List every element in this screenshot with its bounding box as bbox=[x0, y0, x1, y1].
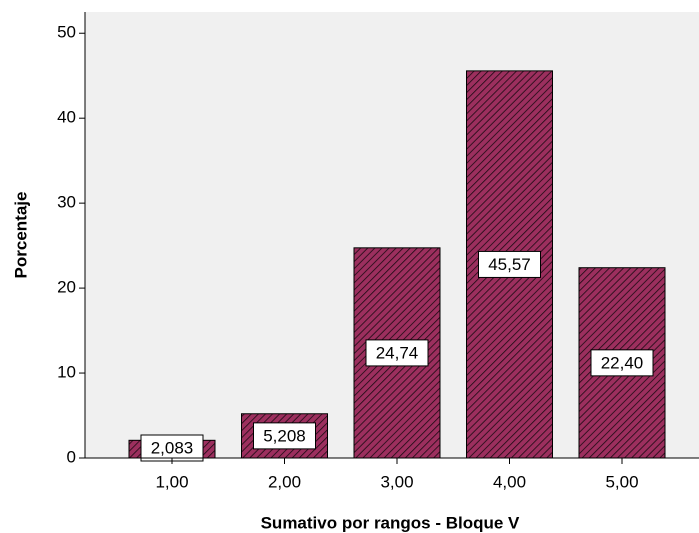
y-tick-label: 30 bbox=[57, 193, 76, 212]
value-label-box bbox=[140, 434, 204, 462]
x-tick-label: 5,00 bbox=[605, 472, 638, 491]
value-label: 24,74 bbox=[376, 343, 419, 362]
x-axis-title: Sumativo por rangos - Bloque V bbox=[261, 513, 520, 532]
x-tick-label: 1,00 bbox=[155, 472, 188, 491]
y-tick-label: 50 bbox=[57, 23, 76, 42]
y-tick-label: 40 bbox=[57, 108, 76, 127]
y-tick-label: 10 bbox=[57, 363, 76, 382]
value-label-box bbox=[253, 422, 316, 450]
x-tick-label: 3,00 bbox=[380, 472, 413, 491]
x-tick-label: 4,00 bbox=[493, 472, 526, 491]
value-label-box bbox=[590, 349, 654, 377]
value-label: 2,083 bbox=[151, 438, 194, 457]
value-label: 22,40 bbox=[601, 353, 644, 372]
x-tick-label: 2,00 bbox=[268, 472, 301, 491]
y-tick-label: 20 bbox=[57, 278, 76, 297]
y-tick-label: 0 bbox=[67, 447, 76, 466]
value-label: 5,208 bbox=[263, 426, 306, 445]
value-label-box bbox=[365, 339, 429, 367]
value-label: 45,57 bbox=[488, 255, 531, 274]
value-label-box bbox=[478, 250, 541, 278]
y-axis-title: Porcentaje bbox=[11, 192, 30, 279]
